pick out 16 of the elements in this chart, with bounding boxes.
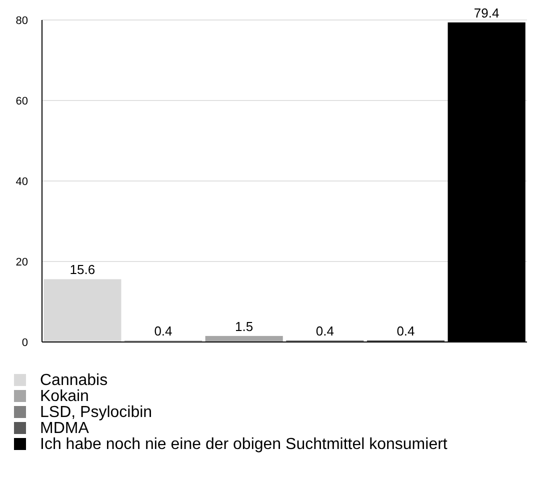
legend-label: LSD, Psylocibin (40, 404, 152, 421)
legend-label: MDMA (40, 420, 90, 437)
legend-label: Ich habe noch nie eine der obigen Suchtmittel konsumiert (40, 436, 448, 453)
y-tick-label: 40 (16, 176, 28, 188)
y-tick-label: 80 (16, 15, 28, 27)
data-label: 0.4 (396, 323, 415, 338)
legend-label: Kokain (40, 388, 89, 405)
data-label: 79.4 (474, 5, 500, 20)
legend-label: Cannabis (40, 372, 108, 389)
y-tick-label: 0 (22, 337, 28, 349)
y-tick-label: 20 (16, 256, 28, 268)
data-label: 1.5 (235, 318, 254, 334)
data-label: 0.4 (316, 323, 334, 338)
y-tick-label: 60 (16, 96, 28, 108)
data-label: 0.4 (154, 323, 172, 338)
data-label: 15.6 (70, 262, 96, 278)
